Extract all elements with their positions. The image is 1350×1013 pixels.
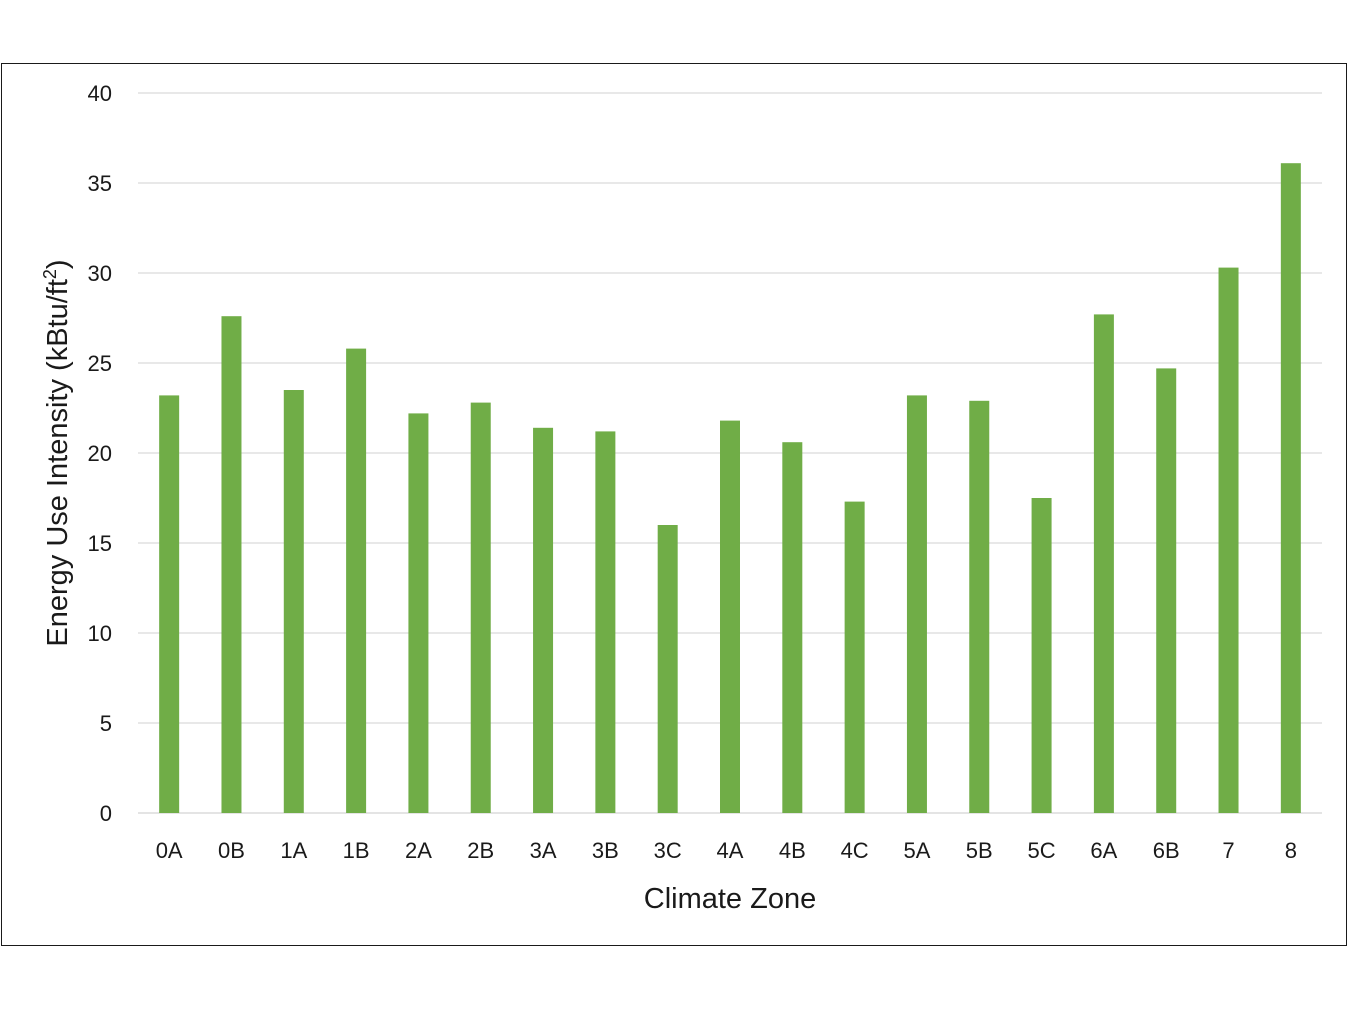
x-tick-label: 2A (405, 838, 432, 863)
y-axis-title: Energy Use Intensity (kBtu/ft2) (40, 259, 74, 646)
y-tick-label: 0 (100, 801, 112, 826)
bar-4a (720, 420, 740, 813)
x-tick-label: 5B (966, 838, 993, 863)
bar-3b (595, 431, 616, 813)
bar-1b (346, 348, 367, 813)
bar-3a (533, 427, 554, 813)
x-tick-label: 5A (903, 838, 930, 863)
x-tick-label: 3B (592, 838, 619, 863)
bar-5a (906, 395, 927, 813)
x-tick-label: 6B (1153, 838, 1180, 863)
y-axis-title-superscript: 2 (40, 269, 60, 279)
y-tick-label: 35 (88, 171, 112, 196)
bar-4c (844, 501, 865, 813)
x-tick-label: 1B (343, 838, 370, 863)
bar-6b (1156, 368, 1177, 813)
x-tick-label: 8 (1285, 838, 1297, 863)
y-tick-label: 30 (88, 261, 112, 286)
x-tick-labels: 0A 0B 1A 1B 2A 2B 3A 3B 3C 4A 4B 4C 5A 5B 5C 6A 6B 7 8 (156, 838, 1297, 863)
x-tick-label: 0B (218, 838, 245, 863)
y-tick-label: 20 (88, 441, 112, 466)
bar-7 (1218, 267, 1239, 814)
x-tick-label: 4B (779, 838, 806, 863)
x-tick-label: 0A (156, 838, 183, 863)
x-tick-label: 7 (1222, 838, 1234, 863)
y-tick-label: 25 (88, 351, 112, 376)
x-tick-label: 2B (467, 838, 494, 863)
x-tick-label: 4A (717, 838, 744, 863)
bar-5c (1031, 498, 1052, 813)
bar-6a (1093, 314, 1114, 813)
x-tick-label: 3A (530, 838, 557, 863)
y-tick-label: 5 (100, 711, 112, 736)
y-axis-title-main: Energy Use Intensity (kBtu/ft (42, 279, 74, 646)
bar-4b (782, 442, 803, 813)
x-tick-label: 1A (280, 838, 307, 863)
x-axis-title: Climate Zone (644, 883, 816, 915)
x-tick-label: 6A (1090, 838, 1117, 863)
x-tick-label: 4C (841, 838, 869, 863)
bar-0a (159, 395, 180, 813)
y-tick-label: 10 (88, 621, 112, 646)
bar-5b (969, 400, 990, 813)
bar-2b (470, 402, 491, 813)
bar-3c (657, 525, 678, 813)
bar-1a (283, 390, 304, 813)
y-tick-label: 40 (88, 81, 112, 106)
bars (159, 163, 1301, 814)
x-tick-label: 5C (1028, 838, 1056, 863)
y-axis-title-suffix: ) (42, 259, 74, 269)
bar-0b (221, 316, 242, 813)
x-tick-label: 3C (654, 838, 682, 863)
y-tick-labels: 0 5 10 15 20 25 30 35 40 (88, 81, 112, 826)
bar-2a (408, 413, 429, 813)
y-tick-label: 15 (88, 531, 112, 556)
bar-8 (1280, 163, 1301, 813)
